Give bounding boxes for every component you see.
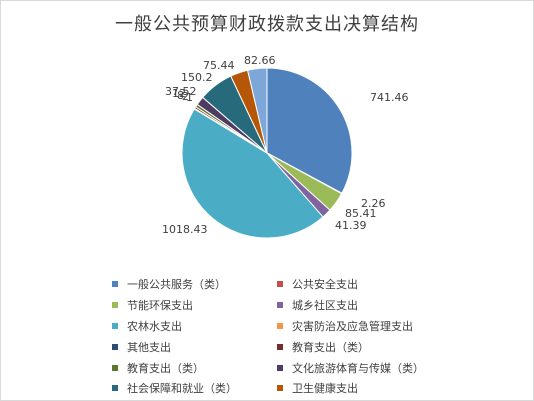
legend-label: 教育支出（类） [127, 361, 204, 375]
legend-label: 农林水支出 [127, 319, 182, 333]
legend-item: 卫生健康支出 [277, 378, 442, 399]
legend-label: 卫生健康支出 [292, 382, 358, 396]
legend-swatch [112, 343, 118, 350]
pie-slice [181, 108, 324, 239]
chart-title: 一般公共预算财政拨款支出决算结构 [115, 14, 419, 35]
legend-item: 节能环保支出 [112, 295, 277, 316]
slice-data-label: 2.26 [361, 197, 386, 210]
legend-label: 公共安全支出 [292, 278, 358, 292]
legend-item: 农林水支出 [112, 316, 277, 337]
pie-slice [266, 67, 353, 194]
legend-label: 其他支出 [127, 340, 171, 354]
slice-data-label: 1 [186, 91, 193, 104]
legend-swatch [112, 322, 118, 329]
legend-label: 一般公共服务（类） [127, 278, 226, 292]
legend-item: 文化旅游体育与传媒（类） [277, 357, 442, 378]
legend-item: 社会保障和就业（类） [112, 378, 277, 399]
slice-data-label: 8 [177, 89, 184, 102]
slice-data-label: 150.2 [181, 71, 213, 84]
slice-data-label: 1018.43 [162, 223, 208, 236]
slice-data-label: 41.39 [335, 219, 367, 232]
legend-swatch [277, 281, 283, 288]
legend-item: 教育支出（类） [112, 357, 277, 378]
legend-label: 灾害防治及应急管理支出 [292, 319, 413, 333]
legend-item: 一般公共服务（类） [112, 274, 277, 295]
legend-item: 其他支出 [112, 336, 277, 357]
legend-item: 公共安全支出 [277, 274, 442, 295]
slice-data-label: 12 [172, 87, 186, 100]
legend-swatch [277, 364, 283, 371]
slice-data-label: 37.52 [165, 85, 197, 98]
legend-swatch [277, 343, 283, 350]
pie-slice [247, 67, 268, 154]
slice-data-label: 75.44 [203, 59, 235, 72]
legend-swatch [277, 385, 283, 392]
slice-data-label: 2 [182, 90, 189, 103]
legend-label: 教育支出（类） [292, 340, 369, 354]
legend-swatch [112, 364, 118, 371]
legend-swatch [277, 302, 283, 309]
legend-swatch [112, 385, 118, 392]
legend-item: 灾害防治及应急管理支出 [277, 316, 442, 337]
legend-swatch [277, 322, 283, 329]
legend-swatch [112, 302, 118, 309]
legend-swatch [112, 281, 118, 288]
legend-label: 节能环保支出 [127, 299, 193, 313]
legend-label: 城乡社区支出 [292, 299, 358, 313]
slice-data-label: 85.41 [345, 207, 377, 220]
slice-data-label: 82.66 [244, 54, 276, 67]
legend-item: 教育支出（类） [277, 336, 442, 357]
legend-label: 文化旅游体育与传媒（类） [292, 361, 424, 375]
slice-data-label: 741.46 [370, 91, 409, 104]
legend: 一般公共服务（类） 公共安全支出节能环保支出 城乡社区支出农林水支出 灾害防治及应急管… [112, 274, 442, 399]
legend-label: 社会保障和就业（类） [127, 382, 237, 396]
legend-item: 城乡社区支出 [277, 295, 442, 316]
